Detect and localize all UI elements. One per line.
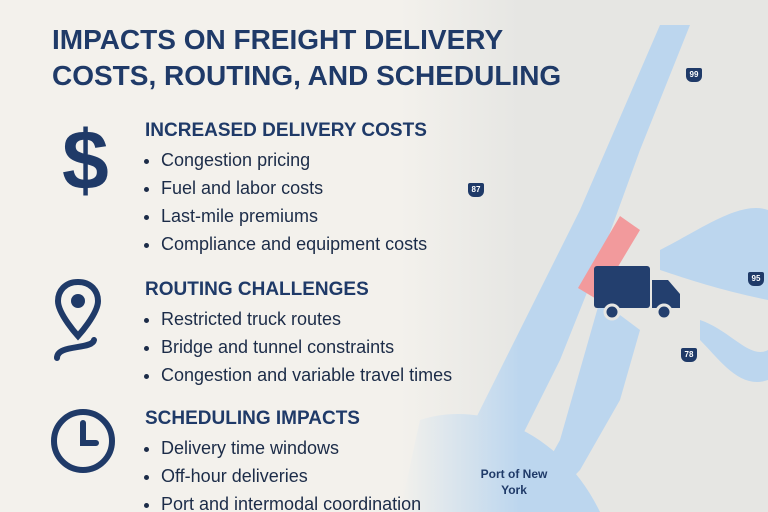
highway-shield: 87 <box>468 183 484 197</box>
highway-shield: 78 <box>681 348 697 362</box>
highway-shield: 95 <box>748 272 764 286</box>
bullet-item: Congestion pricing <box>161 146 427 174</box>
bullet-list: Restricted truck routesBridge and tunnel… <box>145 305 452 389</box>
section: INCREASED DELIVERY COSTS Congestion prici… <box>145 120 427 258</box>
section-heading: ROUTING CHALLENGES <box>145 279 369 300</box>
bullet-item: Compliance and equipment costs <box>161 230 427 258</box>
highway-shield: 99 <box>686 68 702 82</box>
bullet-item: Port and intermodal coordination <box>161 490 421 512</box>
section: SCHEDULING IMPACTS Delivery time windowsO… <box>145 408 421 512</box>
dollar-icon: $ <box>62 113 109 207</box>
section: ROUTING CHALLENGES Restricted truck route… <box>145 279 452 389</box>
bullet-list: Delivery time windowsOff-hour deliveries… <box>145 434 421 512</box>
bullet-item: Off-hour deliveries <box>161 462 421 490</box>
bullet-item: Bridge and tunnel constraints <box>161 333 452 361</box>
bullet-list: Congestion pricingFuel and labor costsLa… <box>145 146 427 258</box>
place-label: Port of New York <box>480 467 548 497</box>
clock-icon <box>51 409 115 473</box>
bullet-item: Restricted truck routes <box>161 305 452 333</box>
title: IMPACTS ON FREIGHT DELIVERY COSTS, ROUTI… <box>52 24 562 91</box>
bullet-item: Fuel and labor costs <box>161 174 427 202</box>
bullet-item: Last-mile premiums <box>161 202 427 230</box>
section-heading: INCREASED DELIVERY COSTS <box>145 120 427 141</box>
bullet-item: Congestion and variable travel times <box>161 361 452 389</box>
bullet-item: Delivery time windows <box>161 434 421 462</box>
section-heading: SCHEDULING IMPACTS <box>145 408 360 429</box>
route-icon <box>54 278 102 361</box>
